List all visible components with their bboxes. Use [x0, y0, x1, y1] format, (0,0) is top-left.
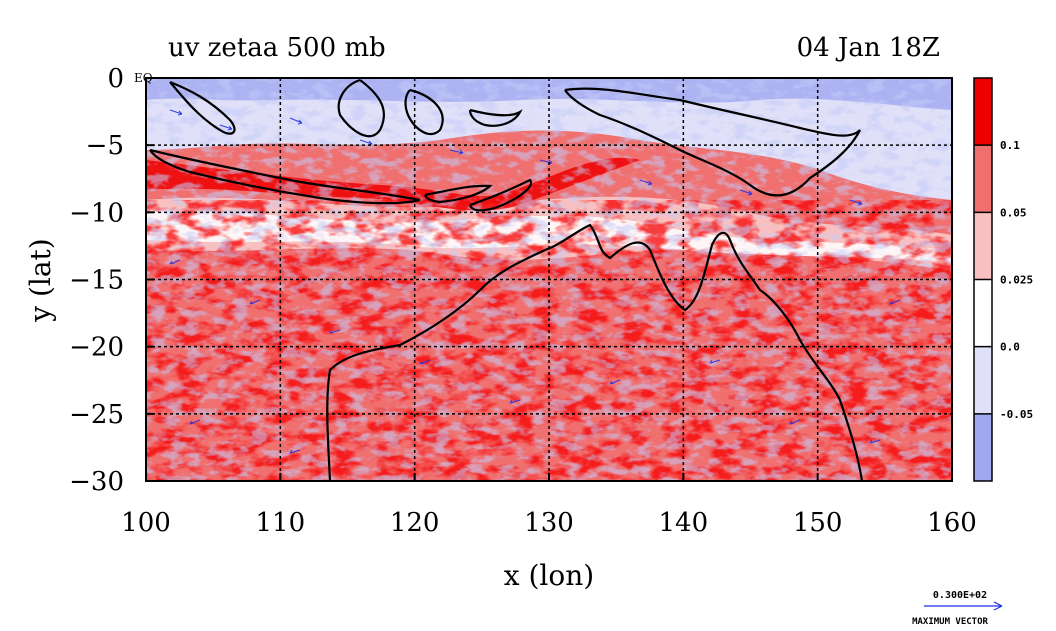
y-tick-label: −20: [69, 333, 124, 363]
max-vector-value: 0.300E+02: [933, 590, 987, 601]
y-tick-label: −25: [69, 400, 124, 430]
colorbar-swatch: [974, 78, 992, 146]
colorbar-swatch: [974, 212, 992, 280]
y-tick-label: −30: [69, 467, 124, 497]
wind-vectors: [169, 109, 901, 454]
colorbar: 0.1 0.05 0.025 0.0 -0.05: [973, 77, 1033, 482]
colorbar-label: -0.05: [1000, 408, 1033, 421]
colorbar-swatch: [974, 279, 992, 347]
x-tick-label: 120: [390, 508, 440, 538]
chart-title-right: 04 Jan 18Z: [797, 33, 940, 63]
y-axis-label: y (lat): [24, 238, 57, 322]
x-tick-label: 110: [256, 508, 306, 538]
max-vector-label: MAXIMUM VECTOR: [912, 617, 988, 627]
equator-label: EQ: [134, 71, 153, 85]
colorbar-swatch: [974, 346, 992, 414]
colorbar-label: 0.025: [1000, 274, 1033, 287]
y-tick-label: −10: [69, 198, 124, 228]
x-axis-ticks: 100 110 120 130 140 150 160: [121, 473, 977, 538]
colorbar-swatch: [974, 413, 992, 481]
x-tick-label: 140: [659, 508, 709, 538]
colorbar-label: 0.05: [1000, 206, 1027, 219]
max-vector-legend: 0.300E+02 MAXIMUM VECTOR: [912, 590, 1003, 627]
x-axis-label: x (lon): [504, 559, 594, 592]
x-tick-label: 160: [927, 508, 977, 538]
x-tick-label: 150: [793, 508, 843, 538]
x-tick-label: 100: [121, 508, 171, 538]
x-tick-label: 130: [524, 508, 574, 538]
colorbar-swatch: [974, 145, 992, 213]
plot-area: [146, 78, 952, 481]
y-tick-label: −15: [69, 266, 124, 296]
y-axis-ticks: 0 −5 −10 −15 −20 −25 −30: [69, 64, 154, 497]
y-tick-label: 0: [107, 64, 124, 94]
max-vector-arrow: [924, 601, 1003, 611]
chart-title-left: uv zetaa 500 mb: [168, 33, 386, 63]
y-tick-label: −5: [86, 131, 124, 161]
grid-lines: [146, 78, 952, 481]
colorbar-label: 0.0: [1000, 341, 1020, 354]
colorbar-label: 0.1: [1000, 139, 1020, 152]
coastlines: [149, 78, 864, 481]
